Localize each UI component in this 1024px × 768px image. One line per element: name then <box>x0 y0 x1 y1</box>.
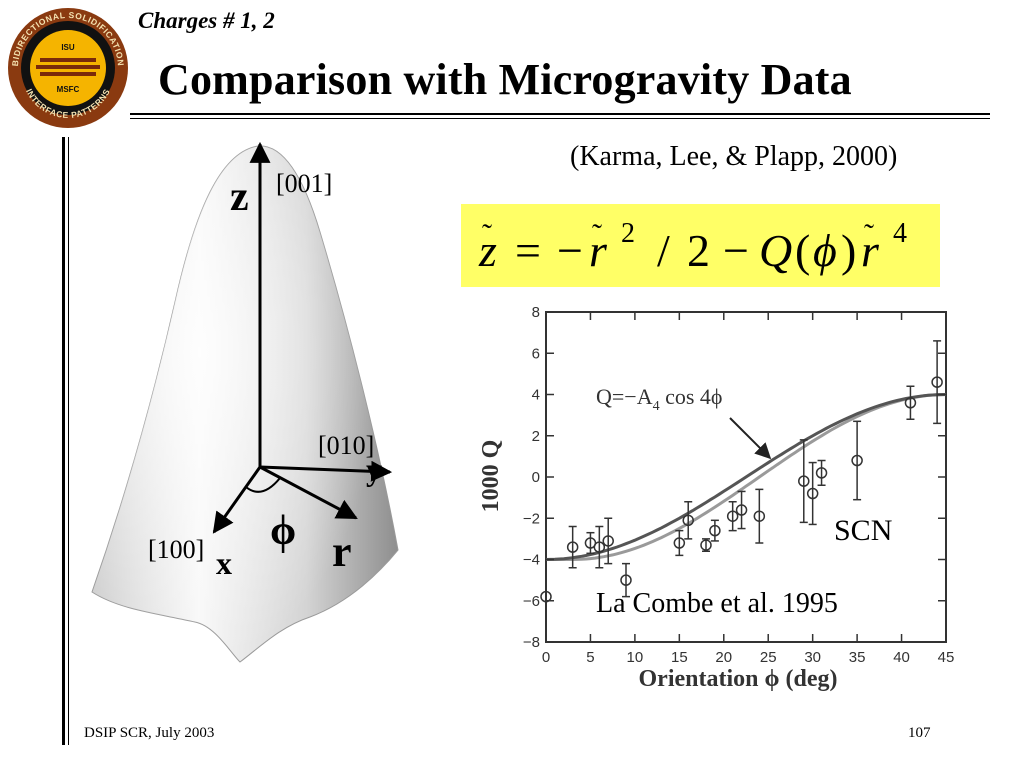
dir-010-label: [010] <box>318 431 374 460</box>
formula-Q: Q <box>759 225 792 276</box>
annotation-source: La Combe et al. 1995 <box>596 588 838 619</box>
citation: (Karma, Lee, & Plapp, 2000) <box>570 141 898 172</box>
x-tick-label: 20 <box>715 649 732 666</box>
z-label: z <box>230 174 249 220</box>
x-tick-label: 45 <box>938 649 955 666</box>
y-tick-label: 2 <box>532 428 540 445</box>
left-rule-thin <box>68 137 69 745</box>
x-tick-label: 40 <box>893 649 910 666</box>
formula-r-2: r <box>861 225 880 276</box>
data-point <box>709 524 721 537</box>
y-tick-label: 4 <box>532 387 540 404</box>
y-tick-label: −4 <box>523 552 540 569</box>
annotation-scn: SCN <box>834 514 892 547</box>
data-point <box>735 504 748 516</box>
dir-100-label: [100] <box>148 535 204 564</box>
y-label: y <box>366 451 382 487</box>
x-axis-title: Orientation ϕ (deg) <box>639 666 838 692</box>
y-axis-title: 1000 Q <box>478 440 504 513</box>
curve-label: Q=−A4 cos 4ϕ <box>596 384 723 414</box>
y-tick-label: −2 <box>523 510 540 527</box>
formula-tilde-r1: ˜ <box>592 218 602 251</box>
data-point <box>700 539 712 551</box>
dendrite-figure: z [001] [010] y ϕ r [100] x <box>91 141 399 663</box>
footer-left: DSIP SCR, July 2003 <box>84 725 215 741</box>
formula-tilde-r2: ˜ <box>864 218 874 251</box>
data-point <box>602 535 614 547</box>
slide-title: Comparison with Microgravity Data <box>158 55 852 104</box>
section-label: Charges # 1, 2 <box>138 8 275 33</box>
formula-tilde-z: ˜ <box>482 218 492 251</box>
data-point <box>851 454 863 467</box>
x-tick-label: 25 <box>760 649 777 666</box>
formula-phi: ϕ <box>813 225 837 276</box>
x-tick-label: 5 <box>586 649 594 666</box>
footer-page-number: 107 <box>908 725 931 741</box>
x-axis <box>212 466 262 534</box>
formula-z: z <box>478 225 497 276</box>
curve-label-arrow <box>729 417 772 460</box>
dir-001-label: [001] <box>276 169 332 198</box>
left-rule-thick <box>62 137 65 745</box>
x-tick-label: 30 <box>804 649 821 666</box>
formula-equals: = <box>515 225 541 276</box>
header-rule-bottom <box>130 118 990 119</box>
header-rule-top <box>130 113 990 115</box>
phi-label: ϕ <box>270 508 296 554</box>
formula-box: z ˜ = − r ˜ 2 / 2 − Q ( ϕ ) r ˜ 4 <box>461 204 940 287</box>
formula-lparen: ( <box>795 225 810 276</box>
y-tick-label: 8 <box>532 304 540 321</box>
formula-exp-4: 4 <box>893 218 907 249</box>
r-axis <box>259 465 358 520</box>
data-point <box>904 397 917 409</box>
data-point <box>682 514 694 527</box>
formula-exp-2: 2 <box>621 218 635 249</box>
y-tick-label: 6 <box>532 345 540 362</box>
formula-r-1: r <box>589 225 608 276</box>
formula-minus-2: − <box>723 225 749 276</box>
data-point <box>815 467 828 479</box>
data-point <box>806 487 819 500</box>
x-tick-label: 10 <box>627 649 644 666</box>
data-point <box>620 574 632 586</box>
formula: z ˜ = − r ˜ 2 / 2 − Q ( ϕ ) r ˜ 4 <box>478 218 907 276</box>
data-point <box>673 537 686 549</box>
y-tick-label: −8 <box>523 634 540 651</box>
phi-arc <box>245 477 281 493</box>
r-label: r <box>332 527 352 576</box>
q-orientation-chart: 0 5 10 15 20 25 30 35 40 45 −8 −6 −4 −2 0 2 4 6 8 Orientat… <box>478 304 955 692</box>
data-point <box>566 541 579 553</box>
formula-two: 2 <box>687 225 710 276</box>
y-tick-label: −6 <box>523 593 540 610</box>
data-point <box>593 541 606 553</box>
data-point <box>753 510 766 522</box>
logo: BIDIRECTIONAL SOLIDIFICATION INTERFACE P… <box>8 8 128 128</box>
data-point <box>540 590 552 603</box>
logo-center-top: ISU <box>61 43 75 52</box>
data-point <box>931 376 943 388</box>
y-tick-label: 0 <box>532 469 540 486</box>
curve-dark <box>545 393 947 561</box>
x-label: x <box>216 545 232 581</box>
y-axis <box>259 460 393 482</box>
x-tick-label: 0 <box>542 649 550 666</box>
x-tick-label: 35 <box>849 649 866 666</box>
data-point <box>798 475 810 487</box>
formula-minus-1: − <box>557 225 583 276</box>
data-point <box>726 510 739 522</box>
x-tick-label: 15 <box>671 649 688 666</box>
formula-rparen: ) <box>841 225 856 276</box>
logo-center-bottom: MSFC <box>57 85 80 94</box>
formula-slash: / <box>657 225 670 276</box>
